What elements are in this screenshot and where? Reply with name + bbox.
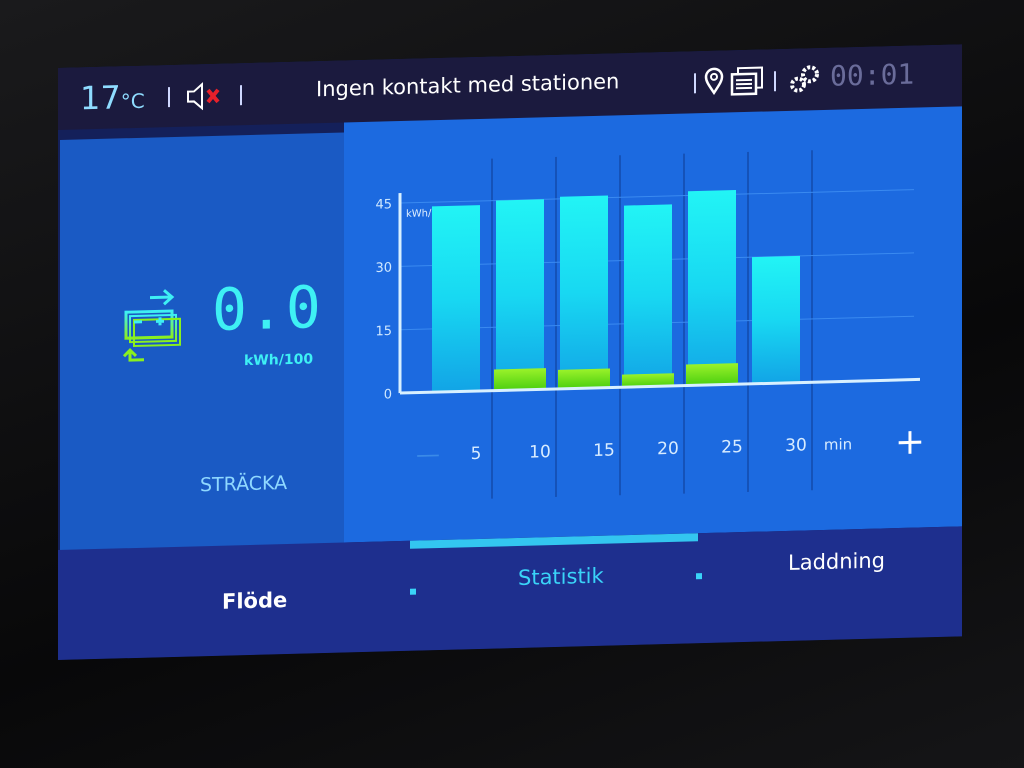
settings-gears-icon[interactable] — [788, 64, 822, 95]
zoom-in-button[interactable]: + — [895, 421, 925, 463]
tab-flode[interactable]: Flöde — [222, 587, 288, 614]
regen-bar — [494, 368, 546, 391]
y-tick-label: 45 — [375, 197, 392, 212]
y-tick-label: 0 — [384, 387, 392, 402]
consumption-bar — [624, 204, 672, 388]
regen-bar — [622, 373, 674, 388]
gridline — [400, 189, 914, 204]
divider — [774, 71, 776, 92]
trip-label[interactable]: STRÄCKA — [200, 471, 288, 497]
divider — [694, 73, 696, 94]
location-pin-icon[interactable] — [704, 67, 724, 96]
status-bar: 17°C Ingen kontakt med stationen 00:01 — [58, 44, 962, 130]
consumption-bar — [752, 255, 800, 384]
tab-laddning[interactable]: Laddning — [788, 548, 886, 575]
consumption-bar — [688, 190, 736, 386]
tab-statistik[interactable]: Statistik — [518, 563, 604, 590]
consumption-value: 0.0 — [212, 273, 323, 344]
x-tick-label: 10 — [529, 442, 551, 463]
x-tick-label: 15 — [593, 440, 615, 461]
temperature: 17°C — [80, 78, 145, 118]
messages-icon[interactable] — [730, 66, 764, 97]
page-dot — [410, 588, 416, 595]
x-tick-label: 25 — [721, 437, 743, 458]
speaker-muted-icon[interactable] — [186, 81, 226, 111]
battery-regen-icon — [122, 289, 181, 362]
x-tick-label: 30 — [785, 435, 807, 456]
divider — [240, 85, 242, 106]
connection-status: Ingen kontakt med stationen — [316, 69, 620, 102]
x-axis-unit: min — [824, 435, 852, 454]
consumption-chart-panel: 0 15 30 45 kWh/100 5 10 15 20 25 30 min — + — [344, 106, 962, 543]
zoom-out-button[interactable]: — — [416, 440, 440, 469]
page-dot — [696, 573, 702, 580]
y-tick-label: 30 — [375, 261, 392, 276]
x-axis — [400, 377, 920, 395]
left-panel: 0.0 kWh/100 STRÄCKA — [60, 132, 344, 580]
x-tick-label: 20 — [657, 439, 679, 460]
consumption-unit: kWh/100 — [244, 351, 314, 370]
temperature-unit: °C — [120, 88, 145, 114]
consumption-bar — [496, 199, 544, 391]
regen-bar — [686, 363, 738, 386]
temperature-value: 17 — [80, 78, 121, 118]
infotainment-screen: 17°C Ingen kontakt med stationen 00:01 0… — [58, 44, 962, 660]
clock: 00:01 — [830, 57, 915, 93]
divider — [168, 87, 170, 108]
regen-bar — [558, 368, 610, 389]
y-tick-label: 15 — [375, 324, 392, 339]
x-tick-label: 5 — [471, 444, 482, 464]
consumption-bar — [432, 205, 480, 393]
consumption-bar — [560, 195, 608, 389]
